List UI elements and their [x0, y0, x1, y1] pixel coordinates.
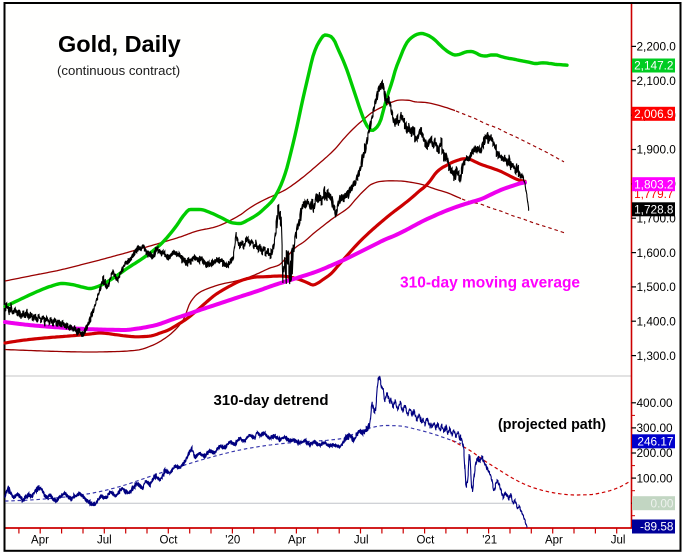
svg-text:Jul: Jul [97, 535, 112, 547]
svg-text:1,600.0: 1,600.0 [637, 246, 677, 260]
svg-text:1,900.0: 1,900.0 [637, 143, 677, 157]
svg-text:Oct: Oct [416, 535, 435, 547]
svg-text:1,500.0: 1,500.0 [637, 280, 677, 294]
svg-text:Apr: Apr [31, 535, 49, 547]
svg-text:(projected path): (projected path) [498, 417, 606, 433]
svg-text:400.00: 400.00 [637, 396, 674, 410]
svg-text:2,147.2: 2,147.2 [634, 59, 673, 73]
svg-text:2,006.9: 2,006.9 [634, 107, 673, 121]
svg-text:1,300.0: 1,300.0 [637, 349, 677, 363]
svg-text:200.00: 200.00 [637, 446, 674, 460]
svg-text:Apr: Apr [545, 535, 563, 547]
svg-text:300.00: 300.00 [637, 421, 674, 435]
svg-text:1,400.0: 1,400.0 [637, 314, 677, 328]
svg-text:Oct: Oct [160, 535, 179, 547]
svg-text:Apr: Apr [288, 535, 306, 547]
svg-text:310-day detrend: 310-day detrend [213, 392, 328, 409]
svg-text:-89.58: -89.58 [640, 520, 674, 534]
svg-text:2,200.0: 2,200.0 [637, 40, 677, 54]
svg-text:Jul: Jul [354, 535, 369, 547]
svg-text:Gold, Daily: Gold, Daily [58, 31, 181, 57]
svg-text:1,803.2: 1,803.2 [634, 177, 673, 191]
svg-text:'21: '21 [482, 535, 497, 547]
svg-text:1,728.8: 1,728.8 [634, 203, 674, 217]
svg-text:0.00: 0.00 [651, 496, 674, 510]
svg-text:'20: '20 [225, 535, 240, 547]
svg-text:Jul: Jul [611, 535, 626, 547]
svg-text:100.00: 100.00 [637, 471, 674, 485]
svg-text:310-day moving average: 310-day moving average [400, 275, 580, 292]
svg-text:(continuous contract): (continuous contract) [57, 63, 180, 78]
svg-text:2,100.0: 2,100.0 [637, 74, 677, 88]
svg-text:246.17: 246.17 [637, 435, 673, 449]
